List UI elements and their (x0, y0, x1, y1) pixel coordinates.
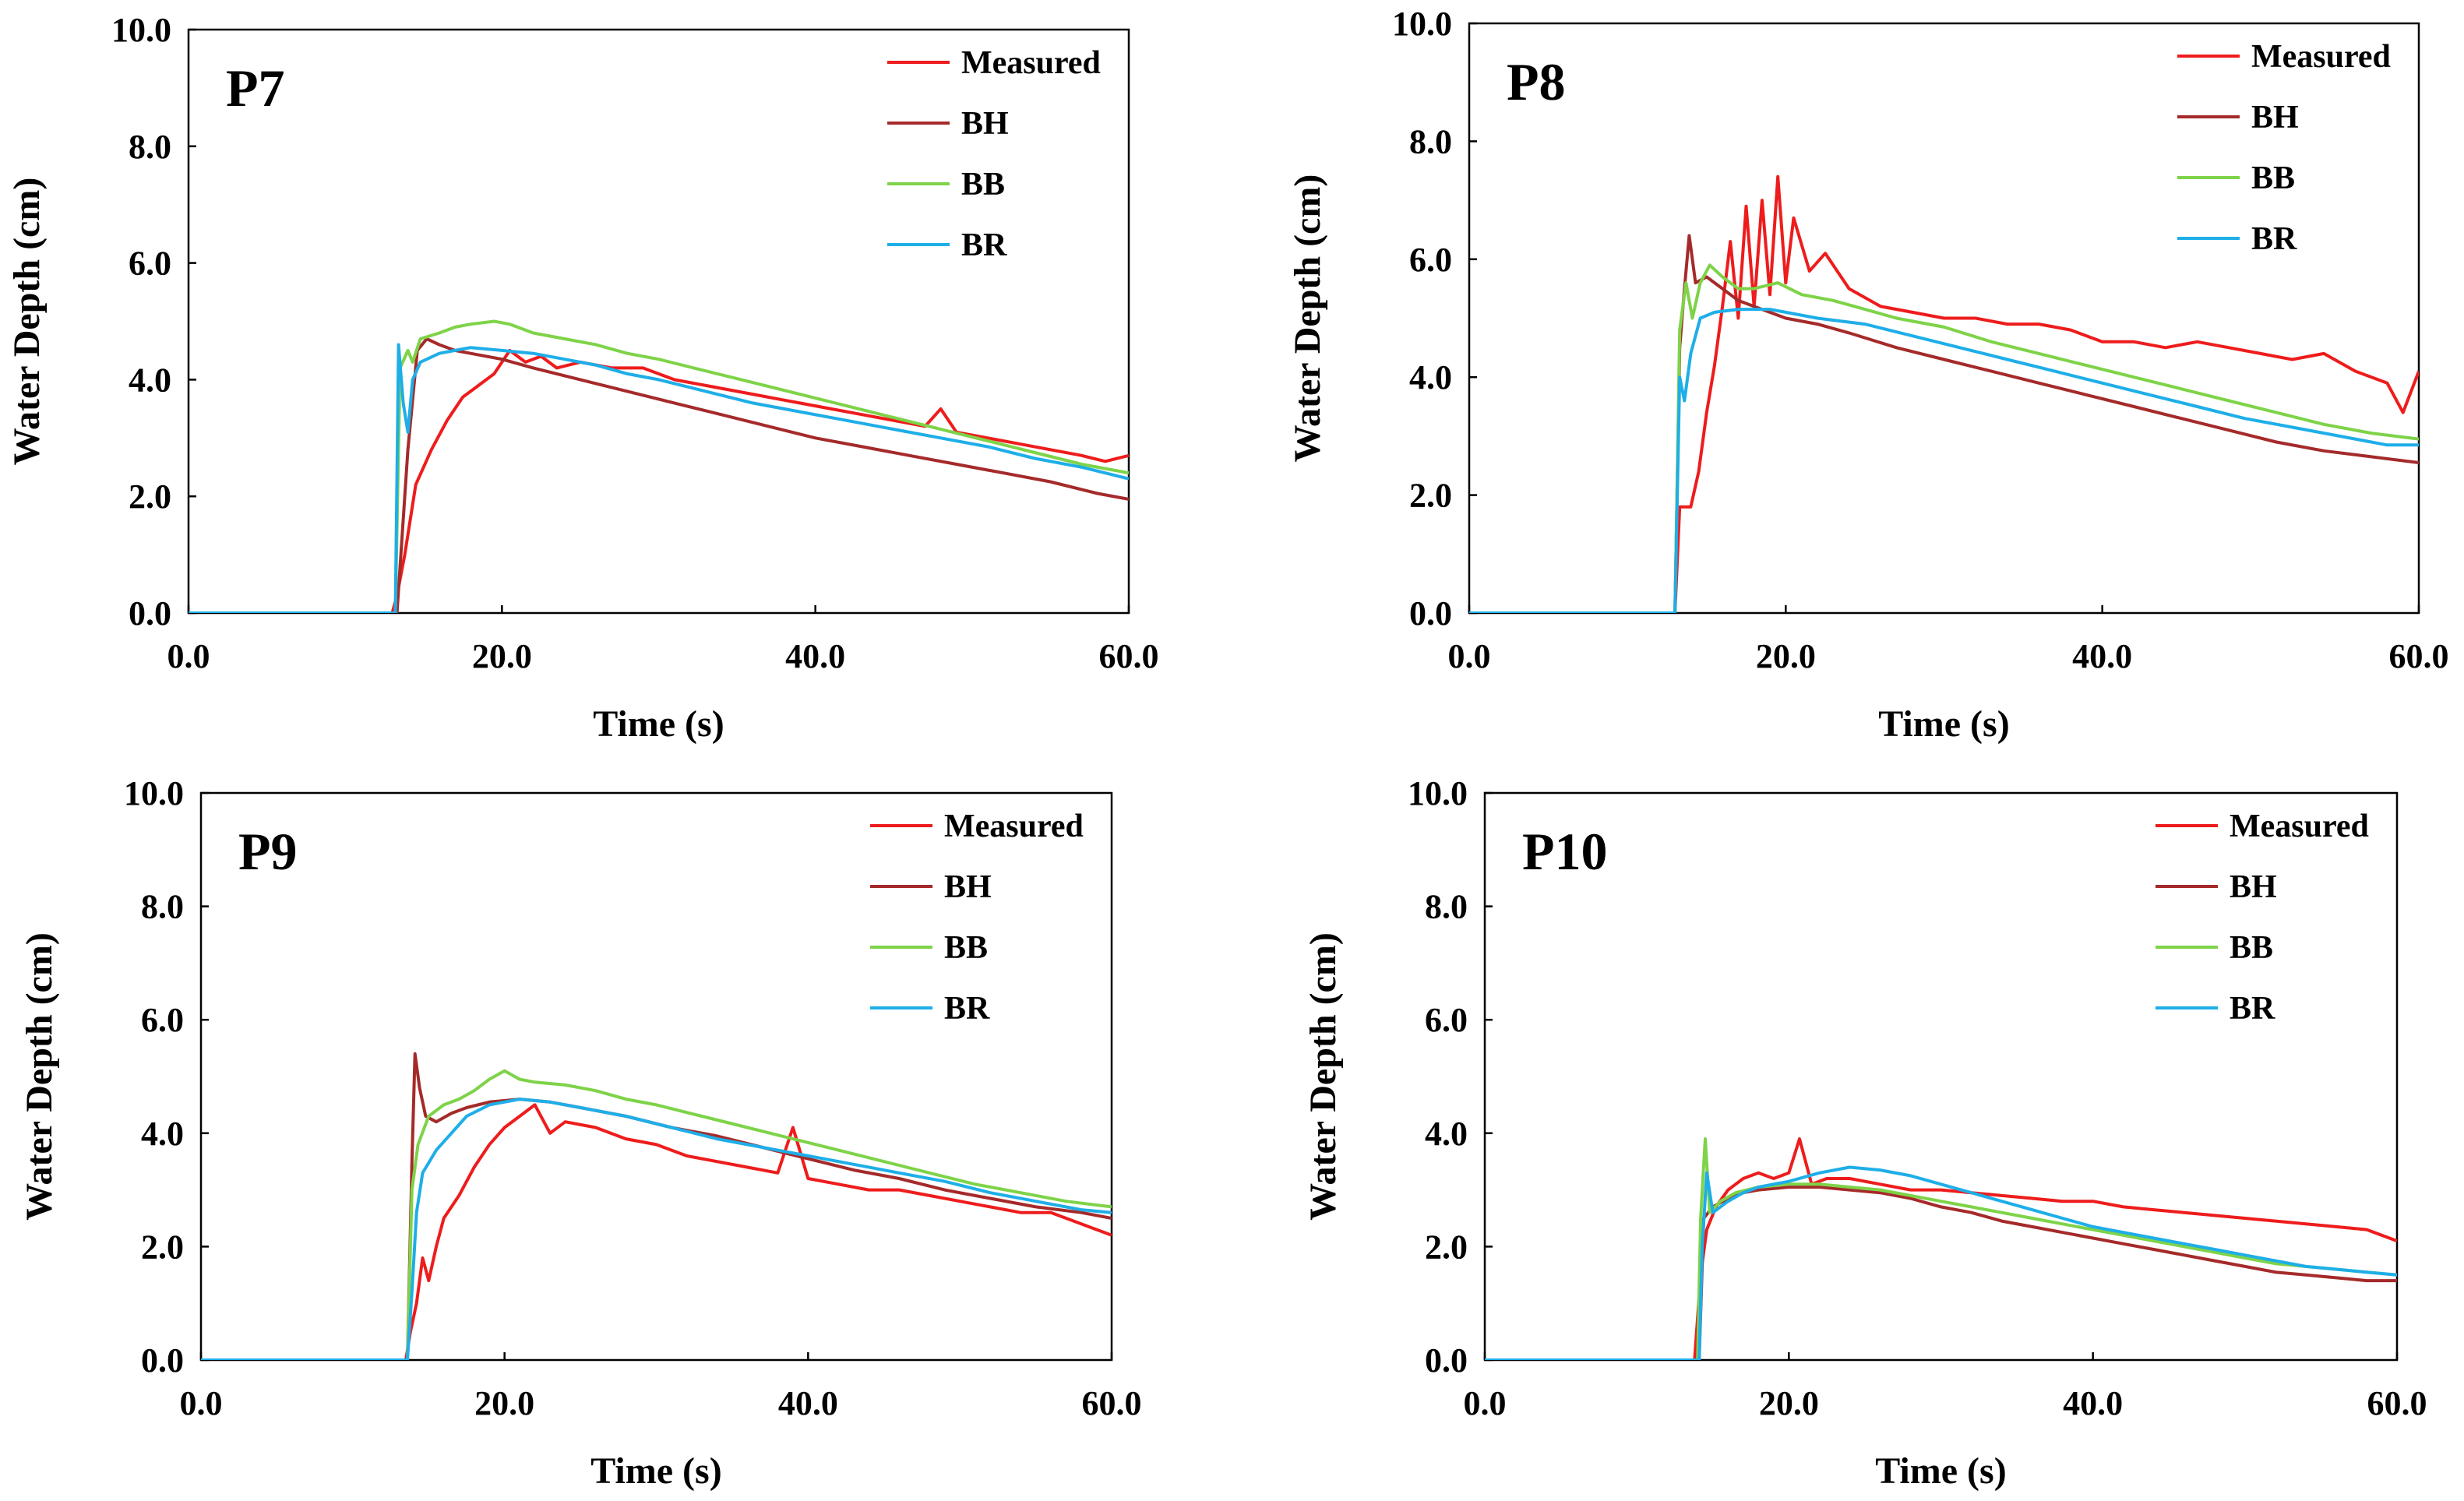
y-tick-label: 8.0 (129, 128, 171, 166)
series-line-bb (1485, 1137, 2397, 1360)
x-tick-label: 60.0 (1099, 637, 1159, 675)
plot-frame (187, 28, 1130, 615)
y-tick-label: 2.0 (141, 1228, 184, 1266)
legend-label-bh: BH (2230, 869, 2277, 905)
legend-label-measured: Measured (944, 809, 1084, 844)
y-tick-label: 6.0 (1425, 1001, 1468, 1039)
y-tick-label: 4.0 (1425, 1115, 1468, 1153)
x-tick-label: 60.0 (1082, 1384, 1142, 1422)
chart-panel-p10: 0.0 2.0 4.0 6.0 8.0 10.0 0.0 20.0 40.0 60.0 Time (… (1303, 774, 2427, 1492)
x-tick-label: 0.0 (1448, 637, 1491, 675)
x-tick-label: 60.0 (2367, 1384, 2427, 1422)
panel-label: P7 (226, 58, 285, 118)
x-tick-label: 20.0 (1759, 1384, 1819, 1422)
plot-frame (199, 791, 1113, 1362)
plot-frame (1468, 22, 2420, 615)
legend-label-bh: BH (961, 106, 1009, 142)
legend-label-measured: Measured (961, 45, 1101, 81)
plot-frame (1483, 791, 2399, 1362)
y-tick-label: 6.0 (141, 1001, 184, 1039)
x-axis-title: Time (s) (1878, 703, 2009, 745)
series-line-br (1485, 1165, 2397, 1360)
y-tick-label: 6.0 (129, 245, 171, 283)
series-line-br (1469, 308, 2419, 613)
y-axis-title: Water Depth (cm) (6, 178, 48, 466)
x-tick-label: 40.0 (2063, 1384, 2123, 1422)
series-line-bh (189, 337, 1129, 613)
y-tick-label: 10.0 (111, 11, 171, 49)
series-line-measured (201, 1103, 1112, 1360)
series-line-bb (201, 1069, 1112, 1360)
x-tick-label: 40.0 (778, 1384, 838, 1422)
y-tick-label: 0.0 (141, 1341, 184, 1379)
x-tick-label: 0.0 (180, 1384, 223, 1422)
legend-label-bh: BH (944, 869, 992, 905)
y-tick-label: 4.0 (1409, 358, 1452, 396)
y-tick-label: 0.0 (1425, 1341, 1468, 1379)
x-tick-label: 60.0 (2389, 637, 2449, 675)
y-tick-label: 2.0 (129, 477, 171, 516)
y-axis-title: Water Depth (cm) (19, 932, 60, 1221)
series-line-measured (1485, 1137, 2397, 1360)
y-tick-label: 10.0 (1392, 5, 1452, 43)
x-tick-label: 40.0 (2072, 637, 2132, 675)
y-tick-label: 2.0 (1409, 477, 1452, 515)
panel-label: P9 (238, 822, 298, 881)
x-tick-label: 40.0 (785, 637, 845, 675)
series-line-br (189, 343, 1129, 613)
legend-label-br: BR (944, 991, 990, 1027)
chart-panel-p7: 0.0 2.0 4.0 6.0 8.0 10.0 0.0 20.0 40.0 60.0 Time (… (6, 11, 1159, 745)
y-tick-label: 4.0 (141, 1115, 184, 1153)
y-tick-label: 10.0 (1408, 774, 1468, 812)
series-line-bh (1469, 234, 2419, 613)
panel-label: P8 (1507, 52, 1566, 111)
x-axis-title: Time (s) (593, 703, 724, 745)
x-axis-title: Time (s) (1875, 1450, 2006, 1492)
chart-panel-p9: 0.0 2.0 4.0 6.0 8.0 10.0 0.0 20.0 40.0 60.0 Time (… (19, 774, 1142, 1492)
y-tick-label: 2.0 (1425, 1228, 1468, 1266)
series-line-measured (189, 348, 1129, 613)
panel-label: P10 (1522, 822, 1608, 881)
x-tick-label: 0.0 (1464, 1384, 1507, 1422)
x-tick-label: 20.0 (1756, 637, 1816, 675)
legend-label-measured: Measured (2230, 809, 2369, 844)
y-tick-label: 8.0 (141, 888, 184, 926)
x-tick-label: 20.0 (472, 637, 532, 675)
x-tick-label: 20.0 (474, 1384, 534, 1422)
series-line-br (201, 1098, 1112, 1360)
y-tick-label: 10.0 (124, 774, 184, 812)
x-axis-title: Time (s) (590, 1450, 721, 1492)
y-axis-title: Water Depth (cm) (1303, 932, 1344, 1221)
y-tick-label: 0.0 (129, 594, 171, 632)
series-line-bb (1469, 263, 2419, 613)
legend-label-bb: BB (944, 930, 988, 966)
series-line-bb (189, 319, 1129, 613)
x-tick-label: 0.0 (167, 637, 210, 675)
chart-panel-p8: 0.0 2.0 4.0 6.0 8.0 10.0 0.0 20.0 40.0 60.0 Time (… (1287, 5, 2449, 745)
legend-label-br: BR (2230, 991, 2275, 1027)
legend-label-bb: BB (961, 167, 1005, 203)
legend-label-br: BR (961, 227, 1007, 263)
legend-label-bb: BB (2230, 930, 2273, 966)
legend-label-br: BR (2251, 221, 2297, 257)
y-tick-label: 0.0 (1409, 594, 1452, 632)
series-line-measured (1469, 174, 2419, 613)
legend-label-bh: BH (2251, 100, 2299, 136)
legend-label-measured: Measured (2251, 39, 2391, 75)
legend-label-bb: BB (2251, 160, 2295, 196)
y-axis-title: Water Depth (cm) (1287, 174, 1328, 463)
y-tick-label: 8.0 (1409, 122, 1452, 160)
y-tick-label: 4.0 (129, 361, 171, 399)
y-tick-label: 8.0 (1425, 888, 1468, 926)
y-tick-label: 6.0 (1409, 241, 1452, 279)
